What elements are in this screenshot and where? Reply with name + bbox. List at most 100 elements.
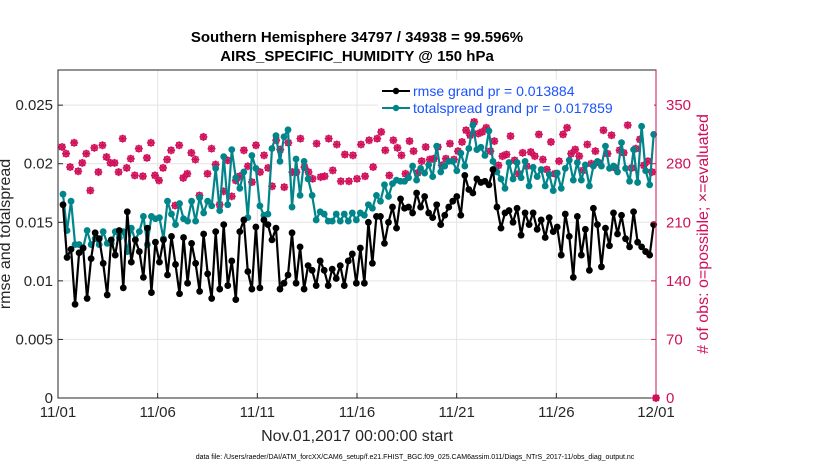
obs-evaluated-point xyxy=(441,154,450,163)
rmse-point xyxy=(232,296,240,303)
obs-evaluated-point xyxy=(514,169,523,178)
spread-point xyxy=(449,157,457,165)
rmse-point xyxy=(296,243,304,251)
spread-point xyxy=(573,159,581,166)
rmse-point xyxy=(328,265,336,273)
spread-point xyxy=(59,190,67,198)
spread-point xyxy=(529,163,537,171)
rmse-point xyxy=(79,244,87,252)
rmse-point xyxy=(123,208,131,216)
rmse-point xyxy=(131,236,139,244)
spread-point xyxy=(461,162,469,170)
obs-evaluated-point xyxy=(86,186,95,195)
obs-evaluated-point xyxy=(155,176,164,185)
obs-evaluated-point xyxy=(583,140,592,149)
spread-point xyxy=(501,184,509,192)
rmse-point xyxy=(453,193,461,200)
obs-evaluated-point xyxy=(385,171,394,180)
rmse-point xyxy=(469,189,477,197)
obs-evaluated-point xyxy=(179,173,188,182)
spread-point xyxy=(156,214,163,222)
rmse-point xyxy=(248,285,256,293)
obs-evaluated-point xyxy=(118,134,127,143)
obs-evaluated-point xyxy=(336,177,345,186)
obs-evaluated-point xyxy=(256,168,265,177)
legend: rmse grand pr = 0.013884 totalspread gra… xyxy=(378,80,654,118)
spread-point xyxy=(405,174,412,182)
obs-evaluated-point xyxy=(478,127,487,136)
obs-evaluated-point xyxy=(276,145,285,154)
obs-evaluated-point xyxy=(502,150,511,159)
rmse-point xyxy=(148,289,155,296)
obs-evaluated-point xyxy=(199,132,208,141)
rmse-point xyxy=(288,229,296,237)
y-left-tick-label: 0.005 xyxy=(15,331,53,348)
rmse-point xyxy=(525,221,533,229)
obs-evaluated-point xyxy=(288,168,297,177)
spread-point xyxy=(268,145,276,152)
rmse-point xyxy=(529,209,537,217)
x-tick-label: 11/01 xyxy=(40,404,76,421)
rmse-point xyxy=(300,285,308,293)
obs-evaluated-point xyxy=(264,163,273,172)
rmse-point xyxy=(618,211,625,219)
spread-point xyxy=(525,182,533,190)
spread-point xyxy=(646,181,654,189)
obs-evaluated-point xyxy=(219,187,228,196)
rmse-point xyxy=(188,239,195,247)
error-series xyxy=(59,121,658,308)
y-left-tick-label: 0 xyxy=(45,390,53,407)
obs-evaluated-point xyxy=(239,146,248,155)
rmse-point xyxy=(99,259,107,267)
rmse-point xyxy=(119,284,127,292)
spread-point xyxy=(373,191,380,199)
rmse-point xyxy=(557,251,565,259)
y-right-tick-label: 280 xyxy=(666,156,691,173)
y-right-tick-label: 140 xyxy=(666,273,691,290)
rmse-point xyxy=(638,243,646,251)
rmse-point xyxy=(565,232,573,240)
rmse-point xyxy=(172,261,179,268)
rmse-point xyxy=(461,172,469,179)
obs-evaluated-point xyxy=(134,144,143,153)
rmse-point xyxy=(626,243,633,251)
data-file-footer: data file: /Users/raeder/DAI/ATM_forcXX/… xyxy=(196,454,635,461)
rmse-point xyxy=(561,210,569,218)
x-tick-label: 11/16 xyxy=(339,404,375,421)
obs-evaluated-point xyxy=(409,147,418,156)
rmse-point xyxy=(284,271,292,279)
spread-point xyxy=(453,167,461,175)
spread-point xyxy=(139,213,147,220)
spread-point xyxy=(581,161,589,169)
obs-evaluated-point xyxy=(251,141,260,150)
rmse-point xyxy=(369,259,376,267)
rmse-point xyxy=(533,225,541,233)
rmse-point xyxy=(216,285,224,293)
rmse-point xyxy=(87,255,95,262)
obs-evaluated-point xyxy=(563,123,572,132)
obs-evaluated-point xyxy=(268,182,277,191)
rmse-point xyxy=(292,279,300,287)
rmse-point xyxy=(397,195,404,203)
rmse-point xyxy=(208,295,216,302)
spread-point xyxy=(622,165,629,172)
rmse-point xyxy=(610,209,617,217)
obs-evaluated-point xyxy=(575,152,584,161)
spread-point xyxy=(577,176,585,184)
y-left-tick-label: 0.01 xyxy=(24,273,53,290)
obs-evaluated-point xyxy=(114,168,123,177)
rmse-point xyxy=(264,221,272,229)
y-left-tick-label: 0.025 xyxy=(15,97,53,114)
spread-point xyxy=(220,153,228,161)
obs-evaluated-point xyxy=(518,148,527,157)
spread-point xyxy=(276,157,284,165)
obs-evaluated-point xyxy=(413,168,422,177)
spread-point xyxy=(212,165,220,172)
obs-evaluated-point xyxy=(203,169,212,178)
rmse-point xyxy=(585,266,593,274)
x-tick-label: 11/11 xyxy=(240,404,275,421)
y-left-tick-label: 0.02 xyxy=(24,156,53,173)
rmse-point xyxy=(107,236,115,244)
spread-point xyxy=(308,191,316,199)
rmse-point xyxy=(352,279,360,287)
